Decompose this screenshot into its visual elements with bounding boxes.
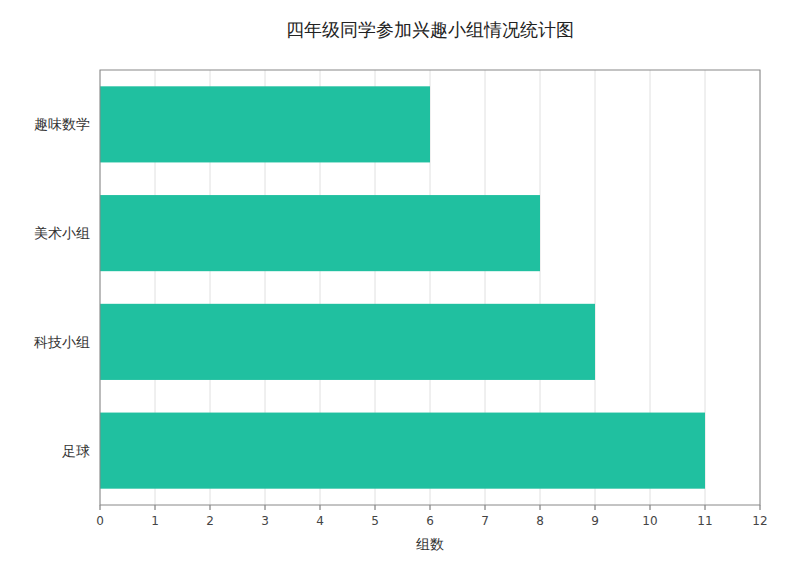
bar <box>100 304 595 380</box>
x-tick-label: 5 <box>371 514 379 528</box>
x-tick <box>320 505 321 510</box>
x-tick-label: 6 <box>426 514 434 528</box>
x-tick-label: 9 <box>591 514 599 528</box>
x-tick <box>430 505 431 510</box>
x-tick-label: 11 <box>697 514 712 528</box>
x-tick <box>265 505 266 510</box>
x-tick <box>210 505 211 510</box>
x-tick-label: 10 <box>642 514 657 528</box>
x-tick-label: 3 <box>261 514 269 528</box>
x-tick-label: 12 <box>752 514 767 528</box>
x-tick <box>540 505 541 510</box>
x-tick <box>485 505 486 510</box>
plot-frame <box>100 70 760 505</box>
x-tick-label: 7 <box>481 514 489 528</box>
x-axis-label: 组数 <box>416 536 444 552</box>
bars <box>100 86 705 488</box>
chart-container: 四年级同学参加兴趣小组情况统计图0123456789101112趣味数学美术小组… <box>0 0 800 565</box>
x-tick <box>650 505 651 510</box>
bar <box>100 413 705 489</box>
grid <box>100 70 760 505</box>
x-tick <box>155 505 156 510</box>
x-tick <box>100 505 101 510</box>
y-tick-label: 美术小组 <box>34 225 90 241</box>
bar <box>100 195 540 271</box>
x-tick-label: 4 <box>316 514 324 528</box>
y-tick-label: 趣味数学 <box>34 116 90 132</box>
y-tick-label: 科技小组 <box>34 334 90 350</box>
x-tick-label: 8 <box>536 514 544 528</box>
bar <box>100 86 430 162</box>
x-tick-label: 1 <box>151 514 159 528</box>
x-tick <box>375 505 376 510</box>
y-tick-label: 足球 <box>62 443 90 459</box>
chart-svg: 四年级同学参加兴趣小组情况统计图0123456789101112趣味数学美术小组… <box>0 0 800 565</box>
x-tick-label: 2 <box>206 514 214 528</box>
x-tick <box>760 505 761 510</box>
chart-title: 四年级同学参加兴趣小组情况统计图 <box>286 19 574 40</box>
x-tick <box>595 505 596 510</box>
x-tick-label: 0 <box>96 514 104 528</box>
x-tick <box>705 505 706 510</box>
